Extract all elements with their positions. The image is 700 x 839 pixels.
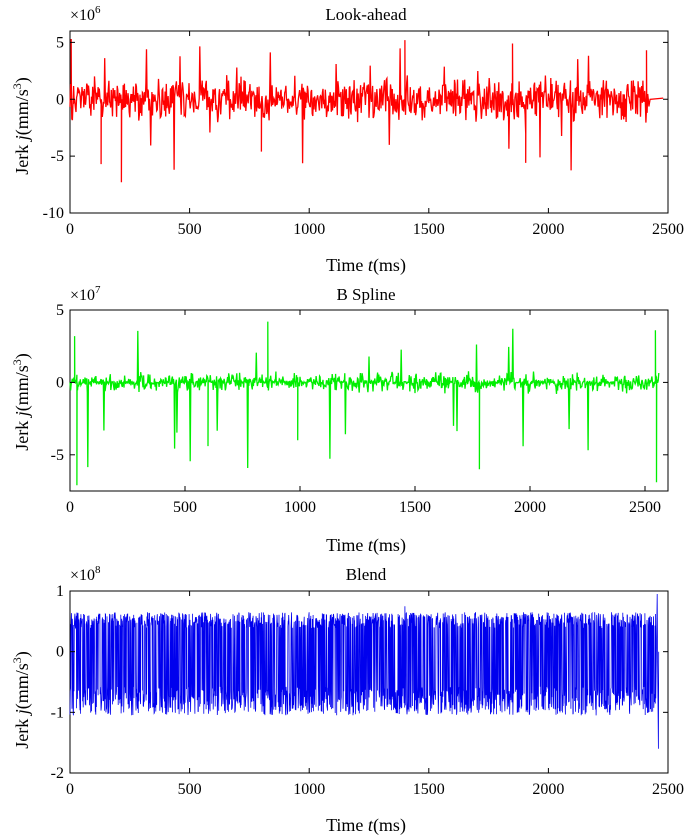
axes-frame: [69, 309, 669, 492]
y-tick-label: 5: [56, 34, 64, 51]
x-tick-label: 1500: [413, 781, 445, 798]
panel-blend: ×108 Blend Time t(ms) Jerk j(mm/s3) 0 500…: [10, 564, 684, 836]
plot-area-3: 0 500 1000 1500 2000 2500 -2 -1 0 1: [51, 583, 684, 798]
x-axis-label-3: Time t(ms): [326, 815, 406, 836]
x-tick-label: 2500: [629, 499, 661, 516]
series-line: [69, 38, 664, 183]
y-tick-label: 5: [56, 302, 64, 319]
y-tick-label: -10: [43, 205, 64, 222]
y-tick-label: -5: [51, 148, 64, 165]
x-tick-label: 2000: [532, 781, 564, 798]
axes-frame: [69, 590, 669, 774]
y-tick-label: -5: [51, 447, 64, 464]
y-tick-label: 0: [56, 374, 64, 391]
plot-area-2: 0 500 1000 1500 2000 2500 -5 0 5: [51, 302, 669, 516]
x-axis-label-1: Time t(ms): [326, 255, 406, 276]
axes-frame: [69, 30, 669, 214]
series-line: [69, 321, 660, 486]
plot-area-1: 0 500 1000 1500 2000 2500 -10 -5 0 5: [43, 30, 684, 238]
exponent-label-1: ×106: [70, 4, 101, 24]
x-tick-label: 1000: [293, 781, 325, 798]
panel-b-spline: ×107 B Spline Time t(ms) Jerk j(mm/s3) 0…: [10, 284, 669, 556]
chart-title-1: Look-ahead: [325, 5, 407, 24]
x-tick-label: 2000: [514, 499, 546, 516]
x-tick-label: 0: [66, 221, 74, 238]
x-tick-label: 500: [178, 781, 202, 798]
x-tick-label: 1500: [399, 499, 431, 516]
x-tick-label: 2000: [532, 221, 564, 238]
chart-title-3: Blend: [346, 565, 387, 584]
y-tick-label: 0: [56, 644, 64, 661]
y-axis-label-2: Jerk j(mm/s3): [10, 353, 33, 451]
series-line: [69, 593, 660, 749]
x-tick-label: 2500: [652, 221, 684, 238]
x-tick-label: 500: [173, 499, 197, 516]
x-tick-label: 500: [178, 221, 202, 238]
y-axis-label-3: Jerk j(mm/s3): [10, 651, 33, 749]
y-axis-label-1: Jerk j(mm/s3): [10, 77, 33, 175]
panel-look-ahead: ×106 Look-ahead Time t(ms) Jerk j(mm/s3)…: [10, 4, 684, 276]
x-tick-label: 1500: [413, 221, 445, 238]
x-tick-label: 2500: [652, 781, 684, 798]
y-tick-label: 1: [56, 583, 64, 600]
x-tick-label: 0: [66, 781, 74, 798]
exponent-label-2: ×107: [70, 284, 101, 304]
x-axis-label-2: Time t(ms): [326, 535, 406, 556]
y-tick-label: 0: [56, 91, 64, 108]
chart-title-2: B Spline: [336, 285, 395, 304]
x-tick-label: 0: [66, 499, 74, 516]
x-tick-label: 1000: [293, 221, 325, 238]
exponent-label-3: ×108: [70, 564, 101, 584]
x-tick-label: 1000: [284, 499, 316, 516]
y-tick-label: -1: [51, 704, 64, 721]
y-tick-label: -2: [51, 765, 64, 782]
